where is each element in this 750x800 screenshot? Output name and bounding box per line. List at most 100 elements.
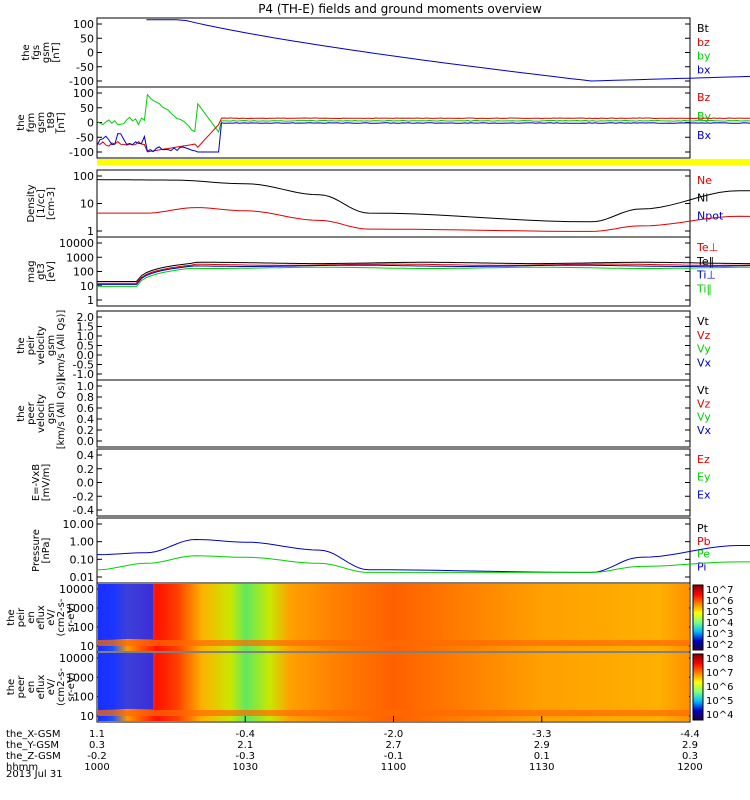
legend-by: by (697, 50, 711, 63)
y-tick-label: -50 (76, 131, 94, 144)
legend-Vz: Vz (697, 397, 711, 410)
legend-bz: bz (697, 36, 710, 49)
x-tick-label: 2.1 (237, 740, 253, 751)
y-axis-label: gsm (46, 335, 57, 356)
y-axis-label: gsm (41, 42, 52, 63)
y-tick-label: 10 (80, 280, 94, 293)
y-tick-label: 0.0 (77, 349, 95, 362)
y-tick-label: 0.8 (77, 391, 95, 404)
y-axis-label: mag (26, 260, 37, 282)
x-tick-label: -0.3 (235, 751, 255, 762)
y-axis-label: en (26, 611, 37, 624)
y-tick-label: 0.01 (70, 571, 95, 584)
ti-par-trace (97, 266, 750, 287)
y-tick-label: -50 (76, 61, 94, 74)
x-tick-label: 0.3 (89, 740, 105, 751)
te-perp-trace (97, 263, 750, 284)
y-axis-label: the (16, 405, 27, 421)
series-Pi (97, 538, 750, 573)
y-tick-label: -1.0 (73, 368, 94, 381)
panel-efield: 0.40.20.0-0.2-0.4 E=-VxB [mV/m] Ez Ey Ex (31, 448, 711, 517)
x-row-label: the_Z-GSM (6, 751, 61, 762)
colorbar-label: 10^5 (706, 696, 733, 707)
y-tick-label: 10.00 (63, 518, 95, 531)
y-tick-label: 0.10 (70, 553, 95, 566)
low-energy-band (98, 640, 689, 646)
legend-bx: bx (697, 63, 711, 76)
y-axis-label: [nPa] (41, 537, 52, 563)
legend-By: By (697, 110, 712, 123)
y-axis-label: velocity (36, 394, 47, 433)
y-tick-label: 10 (80, 198, 94, 211)
legend-Npot: Npot (697, 209, 724, 222)
legend-Vz: Vz (697, 329, 711, 342)
y-axis-label: gt3 (36, 263, 47, 280)
y-axis-label: sr-eV) (66, 603, 77, 632)
y-tick-label: 10000 (59, 583, 94, 596)
legend-Ez: Ez (697, 453, 710, 466)
y-axis-label: the (6, 609, 17, 625)
colorbar-label: 10^2 (706, 640, 733, 651)
panel-peir_flux: 10000 1000 100 10 the peir en eflux eV/(cm2-s-sr… (6, 582, 691, 653)
colorbar-label: 10^7 (706, 585, 733, 596)
y-axis-label: Pressure (31, 529, 42, 572)
bx-trace (146, 19, 750, 82)
panel-peer_v: 1.00.80.60.40.20.0 the peer velocity gsm [km/… (16, 378, 712, 450)
panel-frame (96, 448, 691, 517)
y-tick-label: 2.0 (77, 311, 95, 324)
ti-perp-trace (97, 264, 750, 285)
y-axis-label: eV/ (46, 678, 57, 695)
early-low-flux (98, 653, 153, 709)
x-tick-label: 1030 (233, 762, 258, 773)
y-axis-label: [km/s (All Qs)] (56, 378, 67, 450)
y-tick-label: 0.2 (77, 463, 95, 476)
x-tick-label: 0.3 (682, 751, 698, 762)
y-axis-label: [cm-3] (46, 187, 57, 220)
colorbar (692, 653, 704, 721)
legend-Ne: Ne (697, 174, 712, 187)
y-axis-label: en (26, 681, 37, 694)
colorbar-label: 10^4 (706, 618, 733, 629)
legend-Vy: Vy (697, 343, 711, 356)
legend-Ti‖: Ti‖ (696, 282, 712, 295)
legend-Pe: Pe (697, 548, 710, 561)
y-axis-label: peer (26, 401, 37, 425)
panel-peir_v: 2.01.51.00.50.0-0.5-1.0 the peir velocity gs… (16, 310, 712, 382)
y-tick-label: -0.2 (73, 490, 94, 503)
panel-frame (96, 310, 691, 381)
y-axis-label: velocity (36, 326, 47, 365)
x-tick-label: -2.0 (384, 729, 404, 740)
y-tick-label: 100 (73, 621, 94, 634)
legend-Vy: Vy (697, 411, 711, 424)
y-axis-label: fgm (26, 113, 37, 133)
y-axis-label: sr-eV) (66, 672, 77, 701)
series-Pe (96, 555, 750, 573)
colorbar-label: 10^5 (706, 607, 733, 618)
x-tick-label: 1130 (529, 762, 554, 773)
y-axis-label: fgs (31, 45, 42, 60)
spectrogram-peer_flux: 10^8 10^7 10^6 10^5 10^4 (98, 653, 733, 721)
y-tick-label: 0.4 (77, 449, 95, 462)
legend-Bt: Bt (697, 22, 710, 35)
colorbar-label: 10^6 (706, 596, 733, 607)
y-axis-label: eV/ (46, 609, 57, 626)
y-axis-label: [eV] (46, 261, 57, 282)
legend-Vt: Vt (697, 384, 710, 397)
y-axis-label: the (16, 114, 27, 130)
legend-Pt: Pt (697, 522, 709, 535)
y-tick-label: 1000 (66, 251, 94, 264)
y-axis-label: gsm (36, 112, 47, 133)
x-tick-label: 1.1 (89, 729, 105, 740)
colorbar-label: 10^6 (706, 682, 733, 693)
y-tick-label: 50 (80, 32, 94, 45)
x-tick-label: -4.4 (680, 729, 700, 740)
y-tick-label: 50 (80, 102, 94, 115)
mode-bar-yellow (97, 159, 750, 165)
panel-frame (96, 517, 691, 584)
x-row-label: hhmm (6, 762, 38, 773)
y-tick-label: 0.0 (77, 477, 95, 490)
y-axis-label: E=-VxB (31, 464, 42, 501)
x-tick-label: -0.2 (87, 751, 107, 762)
te-par-trace (97, 261, 750, 282)
